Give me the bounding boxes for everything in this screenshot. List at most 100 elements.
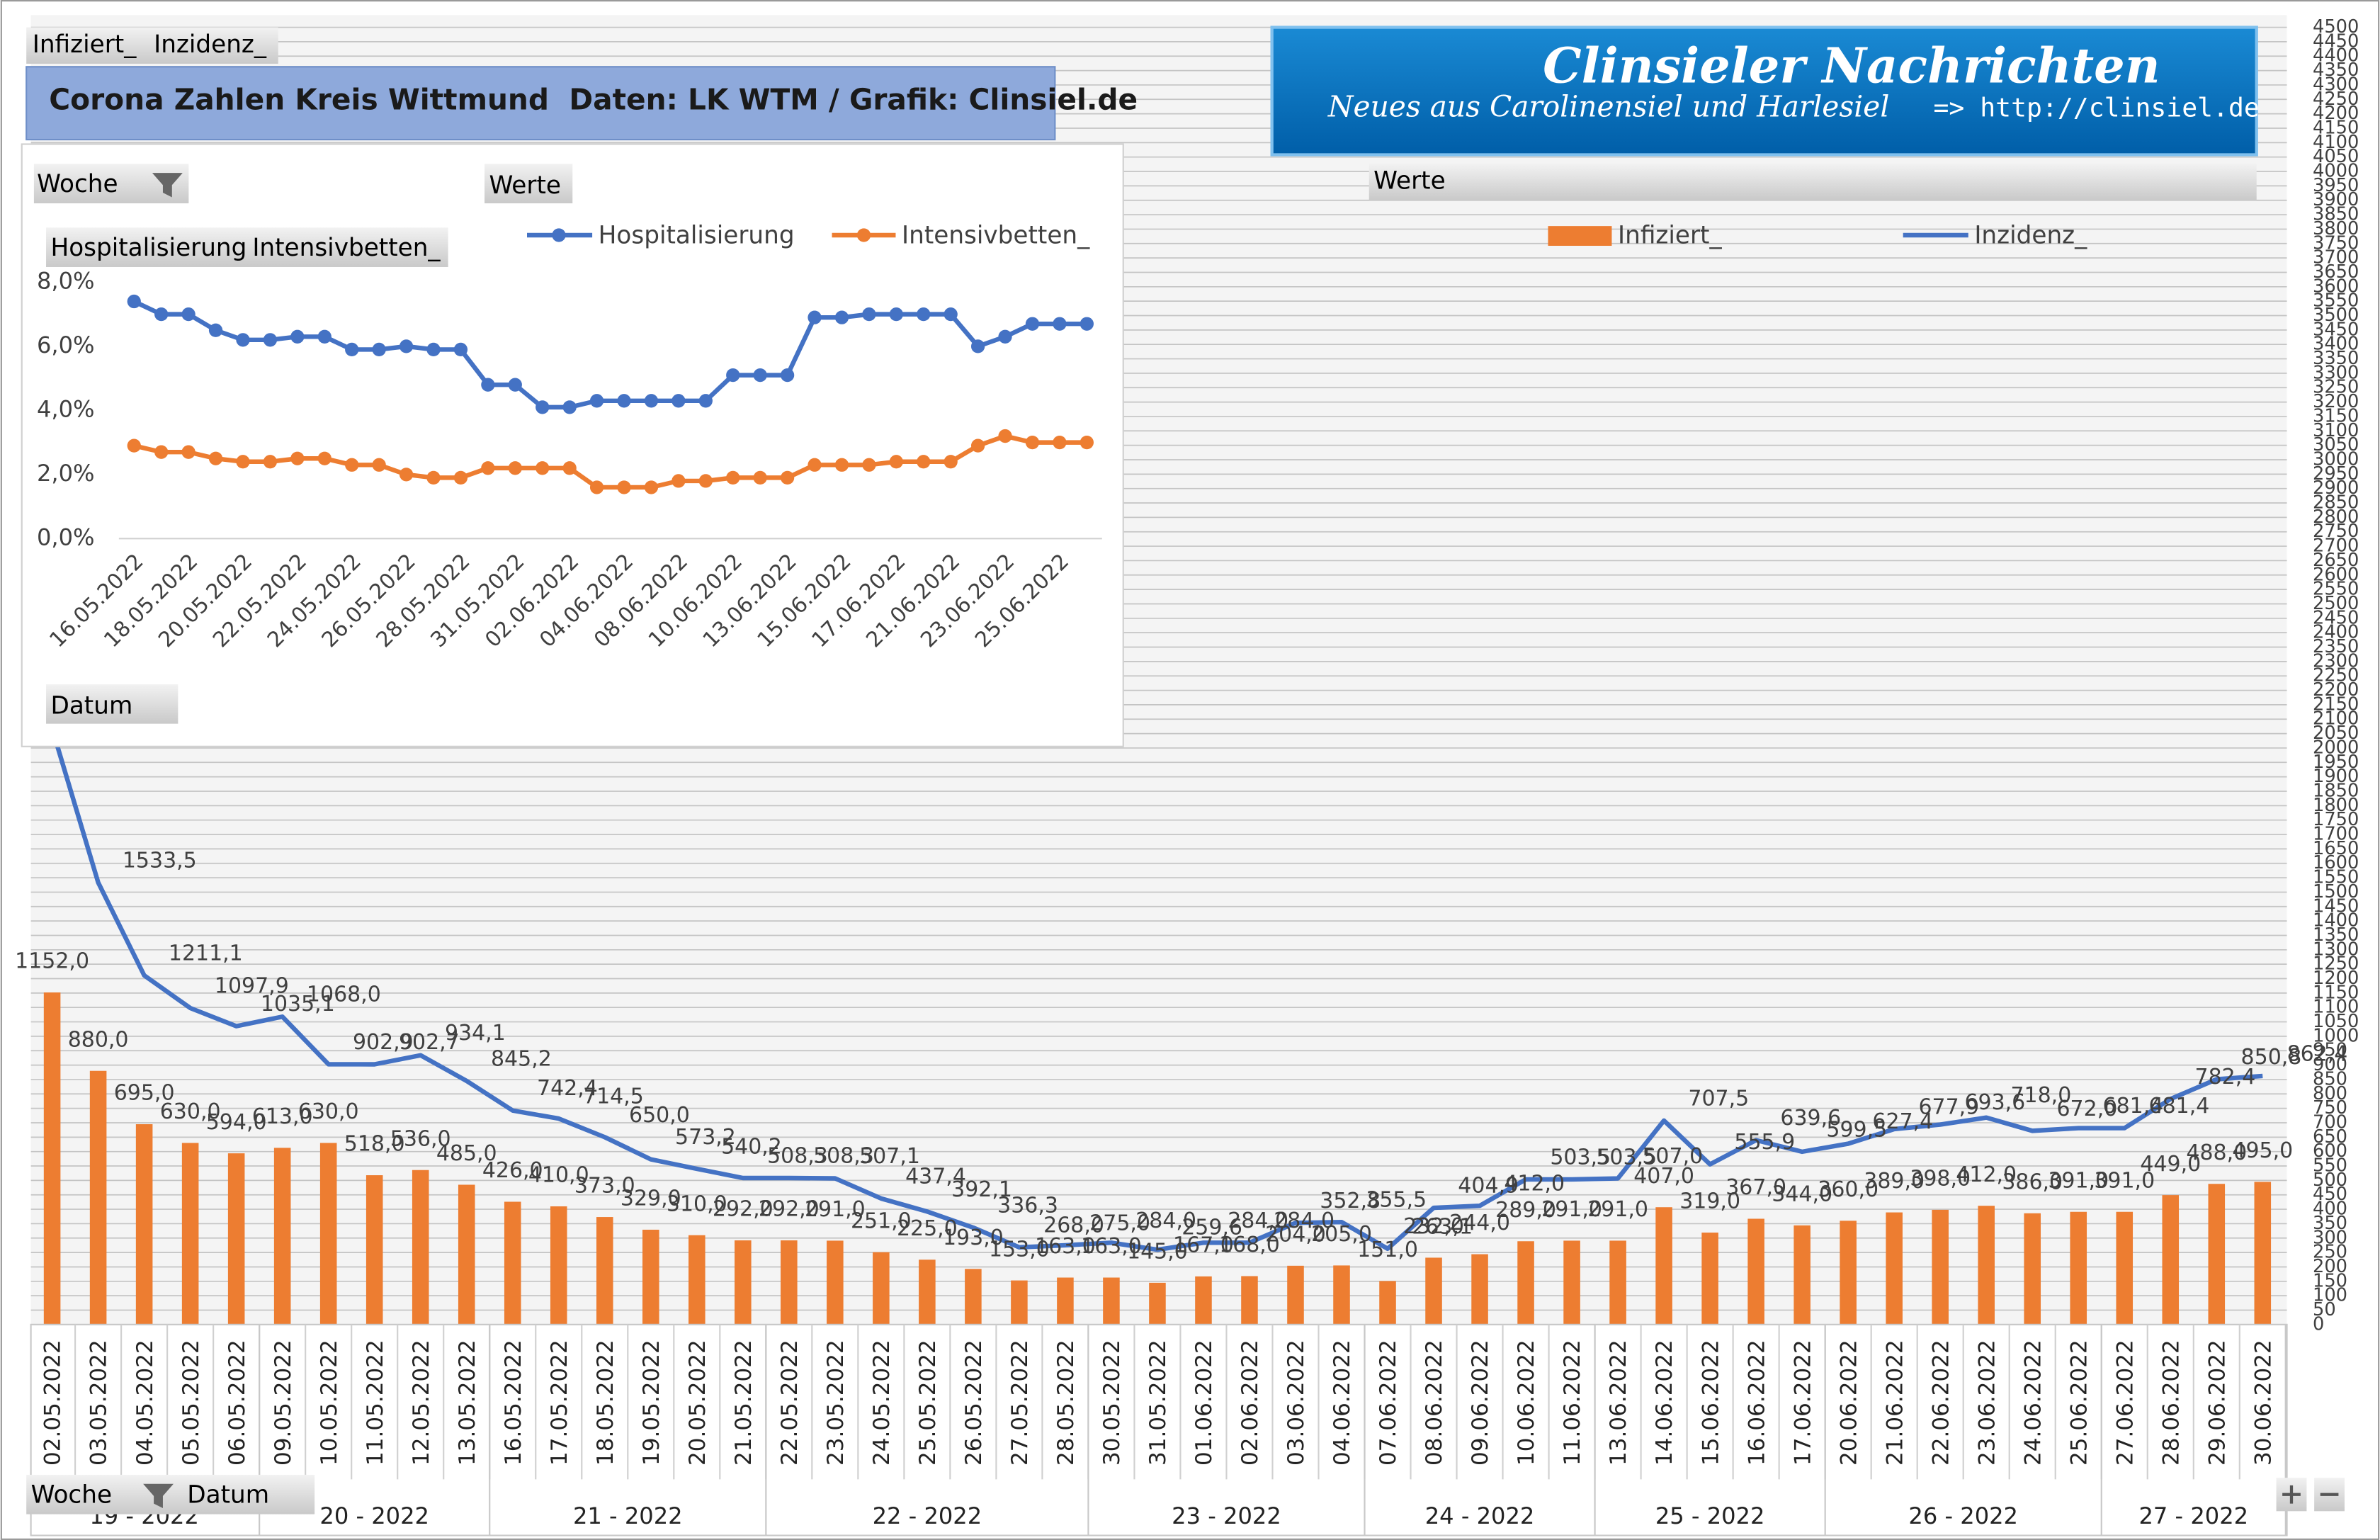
marker xyxy=(970,438,985,453)
marker xyxy=(808,458,822,472)
x-tick-label: 05.05.2022 xyxy=(178,1340,204,1466)
group-label: 21 - 2022 xyxy=(573,1502,683,1529)
x-tick-label: 27.05.2022 xyxy=(1007,1340,1033,1466)
data-label: 153,0 xyxy=(989,1237,1050,1262)
y-tick-label: 1750 xyxy=(2313,809,2359,830)
marker xyxy=(944,307,958,322)
x-tick-label: 13.05.2022 xyxy=(455,1340,480,1466)
x-tick-label: 08.06.2022 xyxy=(1422,1340,1447,1466)
field-button[interactable]: Hospitalisierung xyxy=(50,234,246,262)
bar xyxy=(642,1229,659,1325)
y-tick-label: 4450 xyxy=(2313,30,2359,52)
data-label: 336,3 xyxy=(997,1194,1058,1218)
y-tick-label: 4350 xyxy=(2313,60,2359,81)
data-label: 275,0 xyxy=(1089,1211,1150,1235)
marker xyxy=(426,470,441,485)
data-label: 145,0 xyxy=(1127,1240,1188,1264)
y-tick-label: 1900 xyxy=(2313,766,2359,787)
y-tick-label: 750 xyxy=(2313,1097,2347,1119)
x-tick-label: 22.05.2022 xyxy=(777,1340,803,1466)
data-label: 681,4 xyxy=(2103,1094,2164,1119)
field-button[interactable]: Inzidenz_ xyxy=(154,30,267,59)
y-tick-label: 3750 xyxy=(2313,232,2359,254)
data-label: 862,4 xyxy=(2287,1041,2348,1066)
x-tick-label: 02.05.2022 xyxy=(40,1340,66,1466)
data-label: 845,2 xyxy=(491,1046,552,1071)
y-tick-label: 550 xyxy=(2313,1155,2347,1177)
data-label: 329,0 xyxy=(620,1187,681,1211)
marker xyxy=(889,307,903,322)
bar xyxy=(89,1070,107,1325)
data-label: 289,0 xyxy=(1495,1198,1556,1223)
data-label: 263,1 xyxy=(1412,1214,1473,1239)
x-tick-label: 28.06.2022 xyxy=(2158,1340,2184,1466)
legend-marker xyxy=(552,228,566,242)
x-tick-label: 04.05.2022 xyxy=(132,1340,158,1466)
y-tick-label: 3900 xyxy=(2313,189,2359,210)
y-tick-label: 0,0% xyxy=(37,523,95,550)
data-label: 902,9 xyxy=(353,1030,414,1055)
data-label: 168,0 xyxy=(1219,1233,1280,1257)
marker xyxy=(672,394,686,408)
x-tick-label: 11.05.2022 xyxy=(363,1340,388,1466)
y-tick-label: 2550 xyxy=(2313,579,2359,600)
bar xyxy=(412,1170,429,1325)
data-label: 412,0 xyxy=(1504,1172,1565,1196)
marker xyxy=(481,461,495,475)
group-label: 24 - 2022 xyxy=(1425,1502,1535,1529)
bar xyxy=(2116,1211,2134,1325)
bar xyxy=(227,1153,245,1325)
y-tick-label: 200 xyxy=(2313,1256,2347,1277)
y-tick-label: 100 xyxy=(2313,1285,2347,1306)
marker xyxy=(672,474,686,488)
x-tick-label: 03.05.2022 xyxy=(86,1340,112,1466)
filter-button[interactable]: Woche xyxy=(37,170,118,198)
data-label: 292,0 xyxy=(759,1197,820,1222)
x-tick-label: 10.06.2022 xyxy=(1514,1340,1539,1466)
marker xyxy=(481,378,495,392)
axis-button[interactable]: Datum xyxy=(50,692,132,720)
bar xyxy=(135,1124,153,1325)
line xyxy=(50,727,2263,1252)
bar xyxy=(1517,1241,1534,1325)
bar xyxy=(2070,1211,2087,1325)
data-label: 163,0 xyxy=(1035,1234,1096,1259)
x-tick-label: 30.06.2022 xyxy=(2250,1340,2276,1466)
field-button[interactable]: Infiziert_ xyxy=(33,30,137,59)
y-tick-label: 3200 xyxy=(2313,391,2359,412)
y-tick-label: 2250 xyxy=(2313,665,2359,686)
data-label: 488,0 xyxy=(2186,1140,2247,1165)
x-tick-label: 20.06.2022 xyxy=(1836,1340,1862,1466)
legend-swatch xyxy=(1548,226,1612,246)
group-label: 20 - 2022 xyxy=(319,1502,429,1529)
marker xyxy=(508,461,522,475)
marker xyxy=(562,461,577,475)
data-label: 225,0 xyxy=(897,1216,958,1241)
axis-button[interactable]: Datum xyxy=(187,1480,269,1509)
marker xyxy=(562,400,577,414)
data-label: 412,0 xyxy=(1956,1162,2017,1187)
axis-button[interactable]: Woche xyxy=(31,1480,112,1509)
data-label: 742,4 xyxy=(537,1076,598,1101)
marker xyxy=(726,368,740,383)
y-tick-label: 2800 xyxy=(2313,506,2359,528)
y-tick-label: 4150 xyxy=(2313,117,2359,138)
marker xyxy=(834,310,849,324)
y-tick-label: 2400 xyxy=(2313,622,2359,643)
data-label: 1068,0 xyxy=(307,983,381,1007)
data-label: 355,5 xyxy=(1366,1188,1427,1213)
y-tick-label: 1250 xyxy=(2313,953,2359,975)
marker xyxy=(372,458,386,472)
header: Infiziert_ Inzidenz_ Corona Zahlen Kreis… xyxy=(26,26,2260,250)
field-button[interactable]: Intensivbetten_ xyxy=(252,234,441,262)
banner-url[interactable]: => http://clinsiel.de xyxy=(1934,93,2260,123)
data-label: 693,6 xyxy=(1964,1090,2025,1115)
y-tick-label: 3650 xyxy=(2313,261,2359,283)
data-label: 613,0 xyxy=(252,1104,313,1129)
y-tick-label: 4100 xyxy=(2313,132,2359,153)
legend-label: Infiziert_ xyxy=(1618,222,1722,250)
values-button: Werte xyxy=(489,171,561,200)
y-tick-label: 50 xyxy=(2313,1299,2336,1320)
data-label: 291,0 xyxy=(1541,1197,1602,1222)
data-label: 205,0 xyxy=(1311,1222,1372,1247)
